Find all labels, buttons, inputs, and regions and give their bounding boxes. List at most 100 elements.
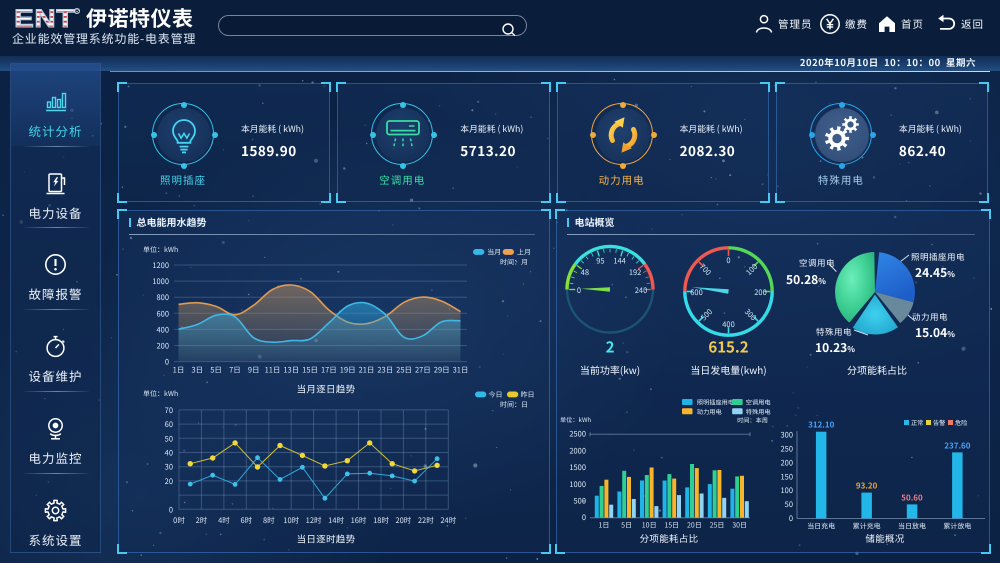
svg-text:500: 500 bbox=[574, 496, 587, 507]
svg-text:0时: 0时 bbox=[173, 515, 185, 526]
svg-text:0: 0 bbox=[582, 512, 586, 523]
svg-text:当日逐时趋势: 当日逐时趋势 bbox=[297, 532, 356, 546]
svg-text:空调用电: 空调用电 bbox=[746, 398, 771, 407]
svg-text:当日放电: 当日放电 bbox=[898, 522, 926, 532]
svg-text:动力用电: 动力用电 bbox=[697, 407, 722, 416]
svg-text:15日: 15日 bbox=[302, 364, 318, 375]
svg-text:192: 192 bbox=[629, 267, 642, 278]
svg-text:10.23%: 10.23% bbox=[815, 339, 855, 356]
svg-text:当月: 当月 bbox=[487, 248, 501, 258]
svg-text:6时: 6时 bbox=[240, 515, 252, 526]
svg-text:19日: 19日 bbox=[340, 364, 356, 375]
svg-text:13日: 13日 bbox=[283, 364, 299, 375]
svg-text:时间：本周: 时间：本周 bbox=[737, 416, 768, 425]
svg-text:昨日: 昨日 bbox=[521, 390, 535, 400]
svg-text:30: 30 bbox=[165, 462, 173, 473]
svg-text:20时: 20时 bbox=[395, 515, 411, 526]
svg-text:0: 0 bbox=[726, 255, 730, 266]
svg-text:600: 600 bbox=[690, 287, 703, 298]
svg-text:150: 150 bbox=[781, 471, 794, 482]
svg-text:0: 0 bbox=[169, 504, 173, 515]
svg-text:50: 50 bbox=[165, 433, 173, 444]
svg-text:累计充电: 累计充电 bbox=[853, 522, 881, 532]
svg-text:50.28%: 50.28% bbox=[786, 271, 826, 288]
svg-text:0: 0 bbox=[789, 513, 793, 524]
svg-text:21日: 21日 bbox=[359, 364, 375, 375]
svg-text:1日: 1日 bbox=[173, 364, 185, 375]
svg-text:600: 600 bbox=[157, 308, 170, 319]
svg-text:单位：kWh: 单位：kWh bbox=[143, 245, 178, 255]
svg-text:1500: 1500 bbox=[569, 462, 586, 473]
svg-text:储能概况: 储能概况 bbox=[865, 531, 904, 545]
svg-text:50: 50 bbox=[785, 499, 793, 510]
svg-text:22时: 22时 bbox=[418, 515, 434, 526]
svg-text:单位：kWh: 单位：kWh bbox=[143, 389, 178, 399]
svg-text:18时: 18时 bbox=[373, 515, 389, 526]
svg-text:17日: 17日 bbox=[321, 364, 337, 375]
svg-text:240: 240 bbox=[635, 285, 648, 296]
svg-text:25日: 25日 bbox=[396, 364, 412, 375]
svg-text:24时: 24时 bbox=[440, 515, 456, 526]
svg-text:当日发电量(kwh): 当日发电量(kwh) bbox=[690, 362, 766, 377]
svg-text:144: 144 bbox=[613, 256, 626, 267]
svg-text:25日: 25日 bbox=[710, 521, 725, 531]
svg-text:300: 300 bbox=[781, 430, 794, 441]
svg-text:上月: 上月 bbox=[517, 248, 531, 258]
svg-text:60: 60 bbox=[165, 419, 173, 430]
svg-text:11日: 11日 bbox=[265, 364, 281, 375]
svg-text:30日: 30日 bbox=[732, 521, 747, 531]
svg-text:200: 200 bbox=[157, 341, 170, 352]
svg-text:20: 20 bbox=[165, 476, 173, 487]
svg-text:0: 0 bbox=[165, 357, 169, 368]
svg-text:31日: 31日 bbox=[453, 364, 469, 375]
svg-text:时间：日: 时间：日 bbox=[500, 400, 528, 410]
svg-text:48: 48 bbox=[581, 267, 589, 278]
svg-text:1000: 1000 bbox=[152, 276, 169, 287]
svg-text:400: 400 bbox=[157, 324, 170, 335]
svg-text:8时: 8时 bbox=[263, 515, 275, 526]
svg-text:9日: 9日 bbox=[248, 364, 260, 375]
svg-text:20日: 20日 bbox=[687, 521, 702, 531]
svg-text:分项能耗占比: 分项能耗占比 bbox=[847, 362, 907, 377]
svg-text:50.60: 50.60 bbox=[901, 492, 923, 503]
svg-text:200: 200 bbox=[754, 287, 767, 298]
svg-text:23日: 23日 bbox=[377, 364, 393, 375]
svg-text:今日: 今日 bbox=[489, 390, 503, 400]
svg-text:7日: 7日 bbox=[229, 364, 241, 375]
svg-text:95: 95 bbox=[596, 256, 604, 267]
svg-text:800: 800 bbox=[157, 292, 170, 303]
svg-text:特殊用电: 特殊用电 bbox=[816, 326, 852, 338]
svg-text:特殊用电: 特殊用电 bbox=[746, 407, 771, 416]
svg-text:29日: 29日 bbox=[434, 364, 450, 375]
svg-text:237.60: 237.60 bbox=[944, 440, 970, 451]
svg-text:1日: 1日 bbox=[599, 521, 610, 531]
svg-text:70: 70 bbox=[165, 405, 173, 416]
svg-text:2000: 2000 bbox=[569, 445, 586, 456]
svg-text:312.10: 312.10 bbox=[808, 420, 834, 431]
svg-text:250: 250 bbox=[781, 444, 794, 455]
svg-text:16时: 16时 bbox=[351, 515, 367, 526]
svg-text:危险: 危险 bbox=[955, 418, 968, 427]
svg-text:累计放电: 累计放电 bbox=[943, 522, 971, 532]
svg-text:照明插座用电: 照明插座用电 bbox=[697, 398, 734, 407]
svg-text:5日: 5日 bbox=[210, 364, 222, 375]
svg-text:10时: 10时 bbox=[283, 515, 299, 526]
svg-text:1200: 1200 bbox=[152, 260, 169, 271]
svg-text:正常: 正常 bbox=[911, 418, 923, 427]
svg-text:14时: 14时 bbox=[328, 515, 344, 526]
svg-text:空调用电: 空调用电 bbox=[799, 257, 835, 269]
svg-text:3日: 3日 bbox=[191, 364, 203, 375]
svg-text:15.04%: 15.04% bbox=[915, 324, 955, 341]
svg-text:10日: 10日 bbox=[642, 521, 657, 531]
svg-text:100: 100 bbox=[743, 261, 760, 278]
svg-text:400: 400 bbox=[722, 319, 735, 330]
svg-text:ENT: ENT bbox=[14, 5, 75, 31]
svg-text:615.2: 615.2 bbox=[708, 337, 748, 358]
svg-text:0: 0 bbox=[577, 285, 581, 296]
svg-text:24.45%: 24.45% bbox=[915, 264, 955, 281]
svg-text:200: 200 bbox=[781, 457, 794, 468]
svg-text:2: 2 bbox=[606, 337, 615, 358]
svg-text:100: 100 bbox=[781, 485, 794, 496]
svg-text:700: 700 bbox=[697, 261, 714, 278]
svg-text:300: 300 bbox=[742, 306, 759, 323]
